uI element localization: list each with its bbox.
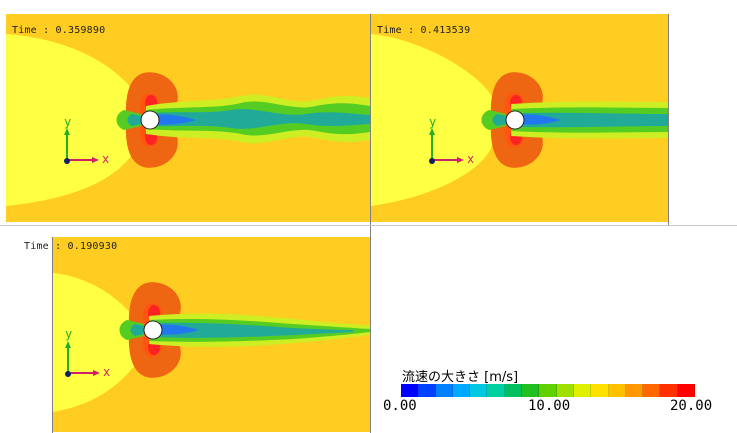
legend-swatch [435, 384, 453, 397]
flow-panel-top-left: Time : 0.359890 y x [6, 14, 370, 222]
x-axis-label: x [103, 365, 111, 379]
contour-plot-top-right [371, 14, 669, 222]
y-axis-label: y [65, 327, 73, 341]
y-axis-label: y [429, 115, 437, 129]
flow-panel-bottom-left: y x [53, 237, 370, 432]
y-axis-label: y [64, 115, 72, 129]
legend-min-label: 0.00 [383, 398, 417, 414]
legend-swatch [539, 384, 557, 397]
legend-swatch [504, 384, 523, 397]
legend-swatch [418, 384, 436, 397]
flow-panel-top-right: Time : 0.413539 y x [371, 14, 669, 222]
legend-swatch [401, 384, 419, 397]
legend-swatch [522, 384, 540, 397]
legend-swatch [643, 384, 661, 397]
legend-swatch [608, 384, 626, 397]
divider-right-top [668, 14, 669, 226]
legend-swatch [470, 384, 488, 397]
legend-swatch [556, 384, 574, 397]
legend-swatch [573, 384, 592, 397]
legend-swatch [660, 384, 678, 397]
time-label-bottom: Time : 0.190930 [24, 241, 118, 252]
legend-swatch [625, 384, 644, 397]
contour-plot-top-left [6, 14, 370, 222]
x-axis-label: x [467, 152, 475, 166]
color-scale-bar [401, 384, 696, 397]
divider-vertical-bottom [370, 226, 371, 433]
divider-left-bottom [52, 237, 53, 433]
x-axis-label: x [102, 152, 110, 166]
legend-swatch [591, 384, 609, 397]
contour-plot-bottom-left [53, 237, 370, 432]
legend-max-label: 20.00 [670, 398, 713, 414]
legend-swatch [487, 384, 505, 397]
time-label: Time : 0.359890 [12, 25, 106, 36]
legend-swatch [677, 384, 696, 397]
legend-title: 流速の大きさ [m/s] [402, 370, 519, 385]
legend-mid-label: 10.00 [528, 398, 571, 414]
time-label: Time : 0.413539 [377, 25, 471, 36]
divider-horizontal [0, 225, 737, 226]
divider-vertical-top [370, 14, 371, 226]
legend-swatch [452, 384, 471, 397]
